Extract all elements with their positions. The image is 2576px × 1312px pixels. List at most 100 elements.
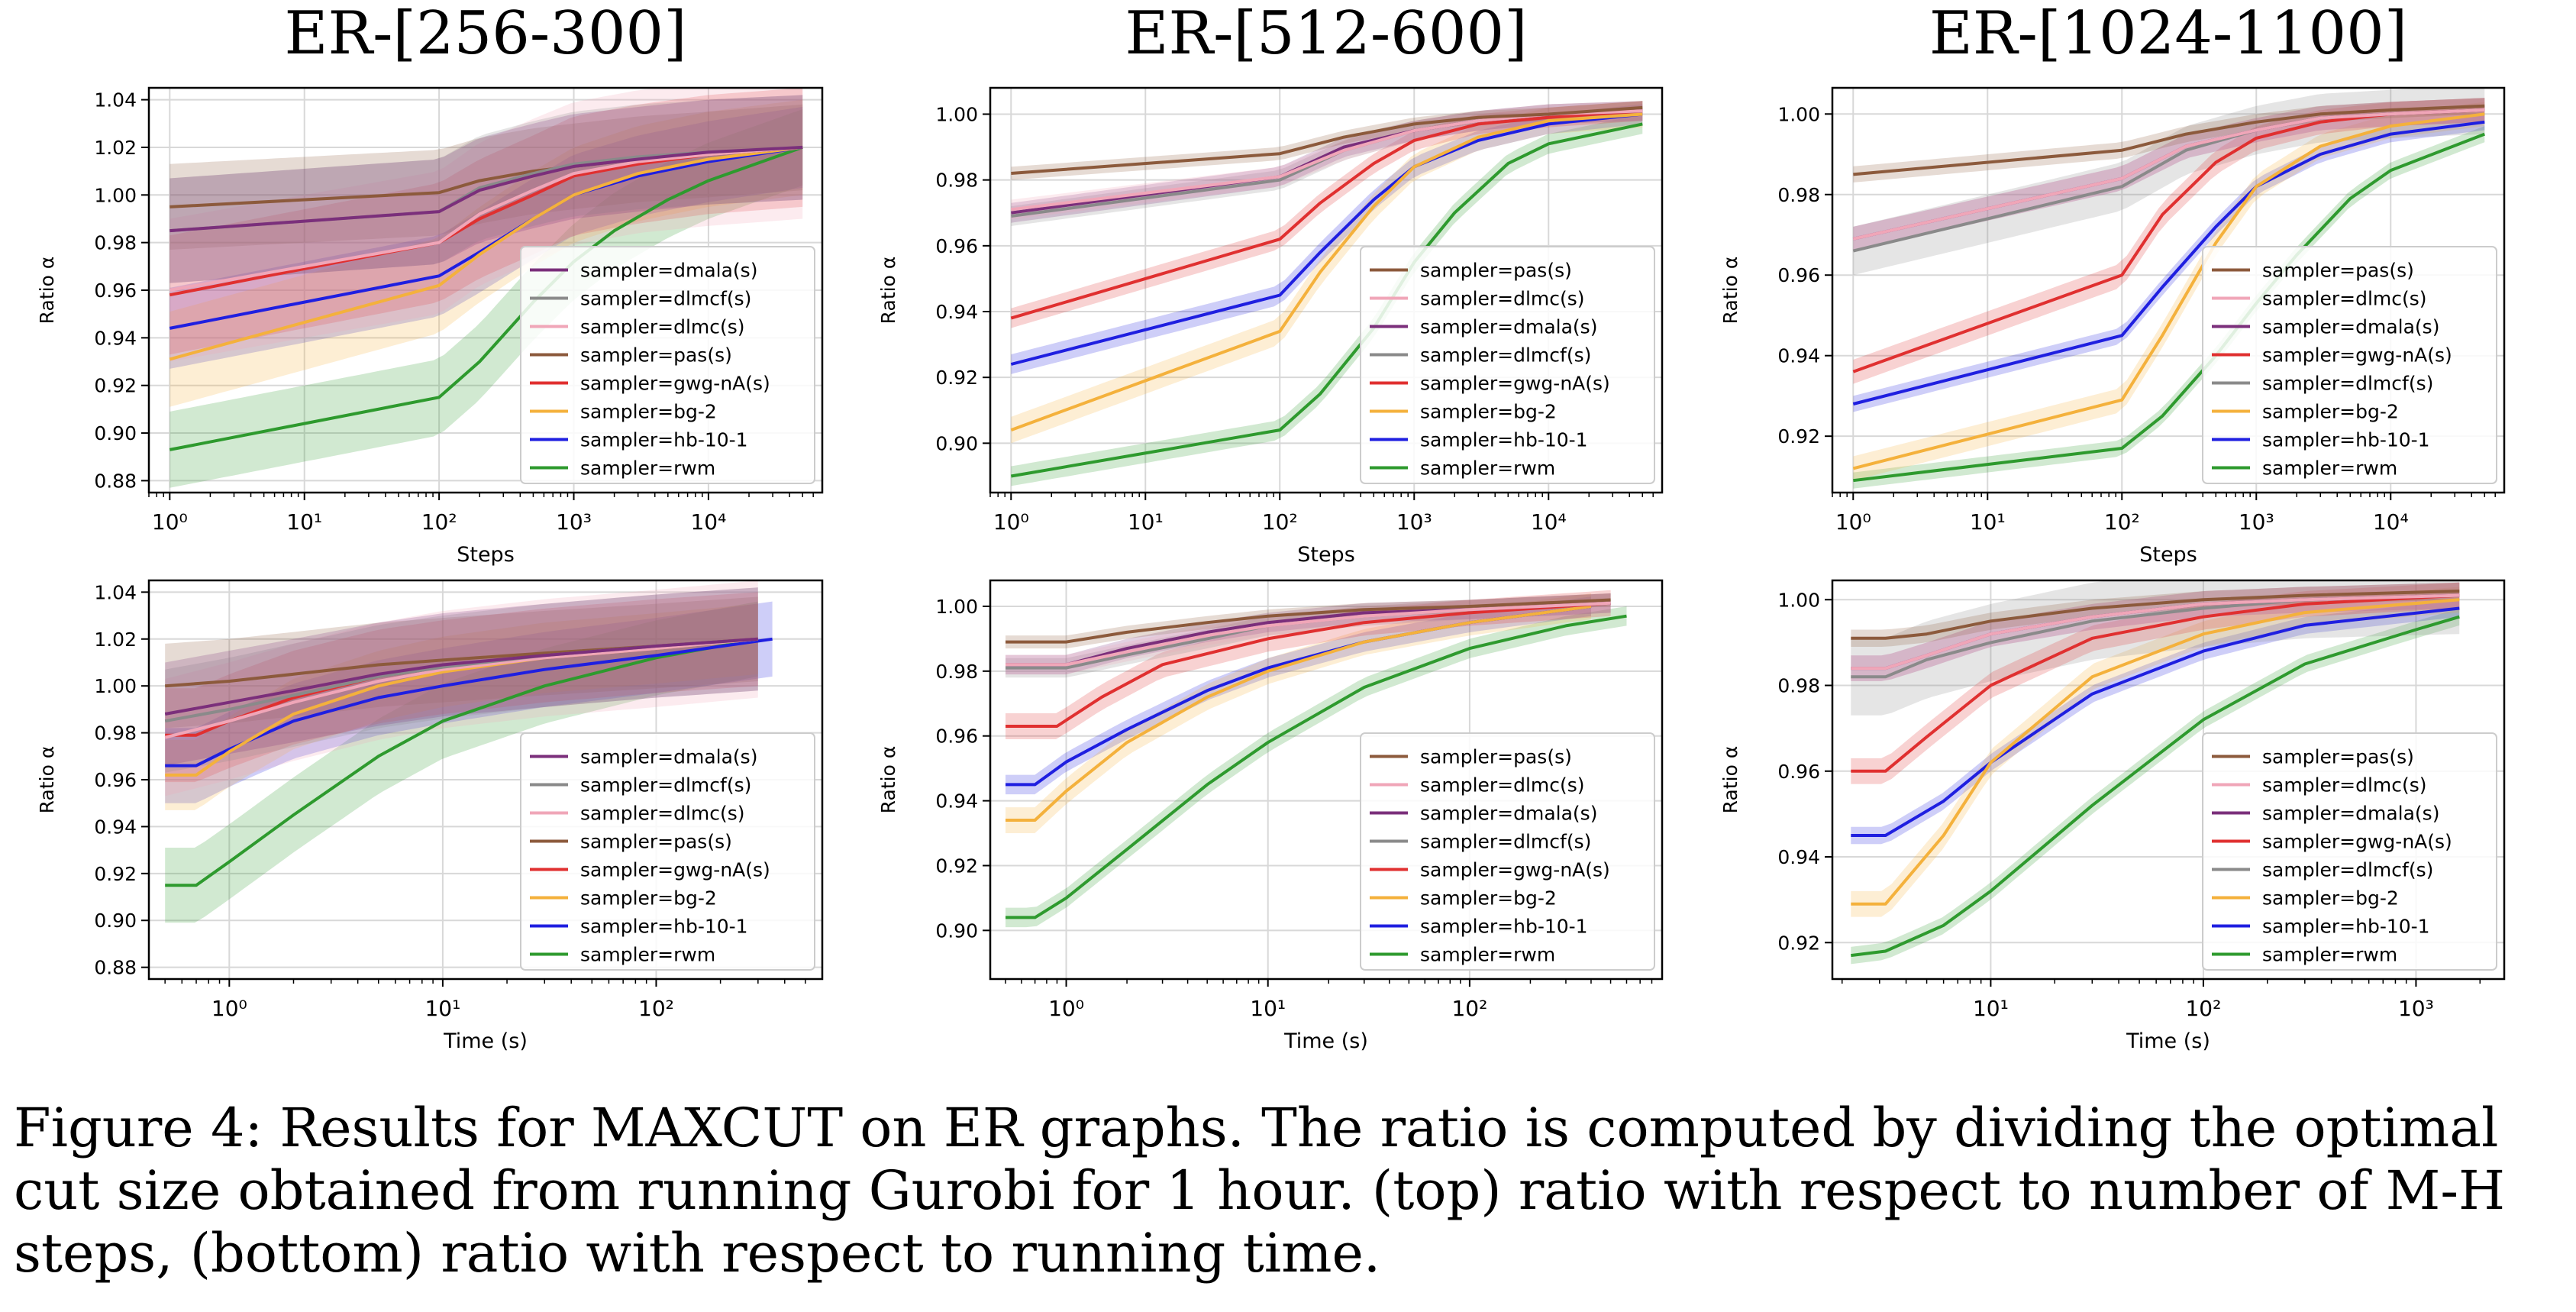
series-line-bg-2 xyxy=(169,145,803,361)
chart-title: ER-[256-300] xyxy=(285,0,687,68)
y-tick-label: 0.94 xyxy=(94,327,137,349)
x-tick-label: 10⁰ xyxy=(152,509,188,535)
series-line-dmala-s xyxy=(164,637,758,716)
x-tick-label: 10¹ xyxy=(1970,509,2006,535)
x-tick-label: 10³ xyxy=(1396,509,1432,535)
y-tick-label: 0.90 xyxy=(94,422,137,444)
y-tick-label: 1.00 xyxy=(94,675,137,697)
x-tick-label: 10¹ xyxy=(424,996,460,1021)
y-tick-label: 1.00 xyxy=(935,596,978,618)
legend-box xyxy=(2202,732,2497,971)
legend-box xyxy=(1360,246,1655,484)
legend-box xyxy=(1360,732,1655,971)
series-line-rwm xyxy=(165,637,759,887)
series-band-gwg-na-s xyxy=(1853,98,2485,384)
legend-label-rwm: sampler=rwm xyxy=(2262,457,2397,480)
plot-area xyxy=(1010,101,1643,486)
series-line-pas-s xyxy=(1011,105,1643,175)
y-tick-label: 0.98 xyxy=(1777,184,1820,206)
y-tick-label: 0.90 xyxy=(935,432,978,454)
x-tick-label: 10² xyxy=(2185,996,2221,1021)
legend-label-rwm: sampler=rwm xyxy=(1420,457,1555,480)
series-band-gwg-na-s xyxy=(165,592,758,783)
legend-label-bg-2: sampler=bg-2 xyxy=(580,887,717,910)
series-band-bg-2 xyxy=(165,603,758,810)
legend-box xyxy=(520,732,815,971)
y-tick-label: 1.02 xyxy=(94,629,137,651)
legend-label-dlmc-s: sampler=dlmc(s) xyxy=(1420,288,1585,310)
x-tick-label: 10⁰ xyxy=(1048,996,1084,1021)
axes-frame xyxy=(147,579,824,981)
series-band-bg-2 xyxy=(1006,593,1591,833)
y-tick-label: 0.90 xyxy=(935,919,978,942)
legend-label-pas-s: sampler=pas(s) xyxy=(580,344,732,367)
legend-label-dmala-s: sampler=dmala(s) xyxy=(1420,803,1597,825)
x-axis-label: Steps xyxy=(457,543,515,567)
series-line-hb-10-1 xyxy=(1852,120,2485,406)
legend-label-dlmcf-s: sampler=dlmcf(s) xyxy=(1420,831,1591,853)
series-band-gwg-na-s xyxy=(169,88,803,355)
y-tick-label: 1.00 xyxy=(935,103,978,125)
y-tick-label: 0.88 xyxy=(94,957,137,979)
series-band-pas-s xyxy=(169,104,803,250)
series-line-gwg-na-s xyxy=(1010,109,1643,320)
legend-label-dlmcf-s: sampler=dlmcf(s) xyxy=(1420,344,1591,367)
y-tick-label: 0.96 xyxy=(1777,761,1820,783)
y-tick-label: 1.02 xyxy=(94,137,137,159)
x-tick-label: 10⁴ xyxy=(2373,509,2409,535)
series-band-dlmcf-s xyxy=(1851,580,2460,716)
legend-label-gwg-na-s: sampler=gwg-nA(s) xyxy=(2262,831,2452,853)
chart-panel-6: 10¹ 10² 10³ 0.92 0.94 0.96 0.98 1.00 Time (s) Rat… xyxy=(1719,579,2506,1053)
legend-label-hb-10-1: sampler=hb-10-1 xyxy=(580,916,748,938)
legend-label-gwg-na-s: sampler=gwg-nA(s) xyxy=(580,859,770,881)
series-band-dlmcf-s xyxy=(1853,88,2485,276)
legend-label-dmala-s: sampler=dmala(s) xyxy=(580,260,757,282)
y-axis-label: Ratio α xyxy=(36,746,58,814)
series-line-pas-s xyxy=(1851,590,2460,640)
series-band-dlmcf-s xyxy=(165,587,758,773)
y-axis-label: Ratio α xyxy=(877,746,899,814)
legend-label-dlmc-s: sampler=dlmc(s) xyxy=(580,316,745,338)
legend-label-hb-10-1: sampler=hb-10-1 xyxy=(2262,429,2430,451)
legend-label-dmala-s: sampler=dmala(s) xyxy=(580,746,757,768)
legend-label-hb-10-1: sampler=hb-10-1 xyxy=(580,429,748,451)
x-tick-label: 10³ xyxy=(556,509,592,535)
chart-panel-2: ER-[512-600] 10⁰ 10¹ 10² 10³ 10⁴ 0.90 0.92 0.94 0… xyxy=(877,0,1664,567)
x-tick-label: 10⁰ xyxy=(211,996,247,1021)
y-tick-label: 0.98 xyxy=(94,722,137,745)
series-line-dlmc-s xyxy=(1006,601,1611,667)
legend-label-dlmcf-s: sampler=dlmcf(s) xyxy=(580,288,751,310)
series-band-bg-2 xyxy=(1853,102,2485,481)
legend-label-rwm: sampler=rwm xyxy=(1420,944,1555,966)
chart-legend: sampler=pas(s) sampler=dlmc(s) sampler=dma… xyxy=(2202,732,2497,971)
y-axis-label: Ratio α xyxy=(1719,257,1742,325)
legend-label-pas-s: sampler=pas(s) xyxy=(1420,746,1572,768)
series-line-rwm xyxy=(1851,615,2460,958)
y-tick-label: 1.00 xyxy=(1777,589,1820,611)
legend-label-dlmcf-s: sampler=dlmcf(s) xyxy=(2262,859,2433,881)
y-tick-label: 0.94 xyxy=(94,816,137,838)
plot-area xyxy=(169,88,803,488)
series-band-rwm xyxy=(169,109,803,488)
legend-label-dmala-s: sampler=dmala(s) xyxy=(2262,803,2439,825)
legend-label-gwg-na-s: sampler=gwg-nA(s) xyxy=(1420,373,1610,395)
legend-label-dlmc-s: sampler=dlmc(s) xyxy=(2262,774,2427,797)
y-tick-label: 0.94 xyxy=(935,790,978,813)
axes-frame xyxy=(147,86,824,494)
y-tick-label: 0.94 xyxy=(935,301,978,323)
chart-legend: sampler=pas(s) sampler=dlmc(s) sampler=dma… xyxy=(1360,732,1655,971)
series-line-dmala-s xyxy=(169,145,803,233)
x-tick-label: 10² xyxy=(1451,996,1487,1021)
x-tick-label: 10⁴ xyxy=(1531,509,1567,535)
plot-area xyxy=(1851,580,2460,965)
y-tick-label: 0.90 xyxy=(94,910,137,932)
y-tick-label: 0.96 xyxy=(1777,264,1820,286)
series-band-dlmc-s xyxy=(1851,582,2460,681)
figure-caption: Figure 4: Results for MAXCUT on ER graph… xyxy=(14,1097,2506,1285)
legend-box xyxy=(520,246,815,484)
y-tick-label: 0.96 xyxy=(94,280,137,302)
plot-area xyxy=(1852,88,2486,489)
x-tick-label: 10³ xyxy=(2398,996,2434,1021)
y-tick-label: 0.96 xyxy=(935,235,978,257)
